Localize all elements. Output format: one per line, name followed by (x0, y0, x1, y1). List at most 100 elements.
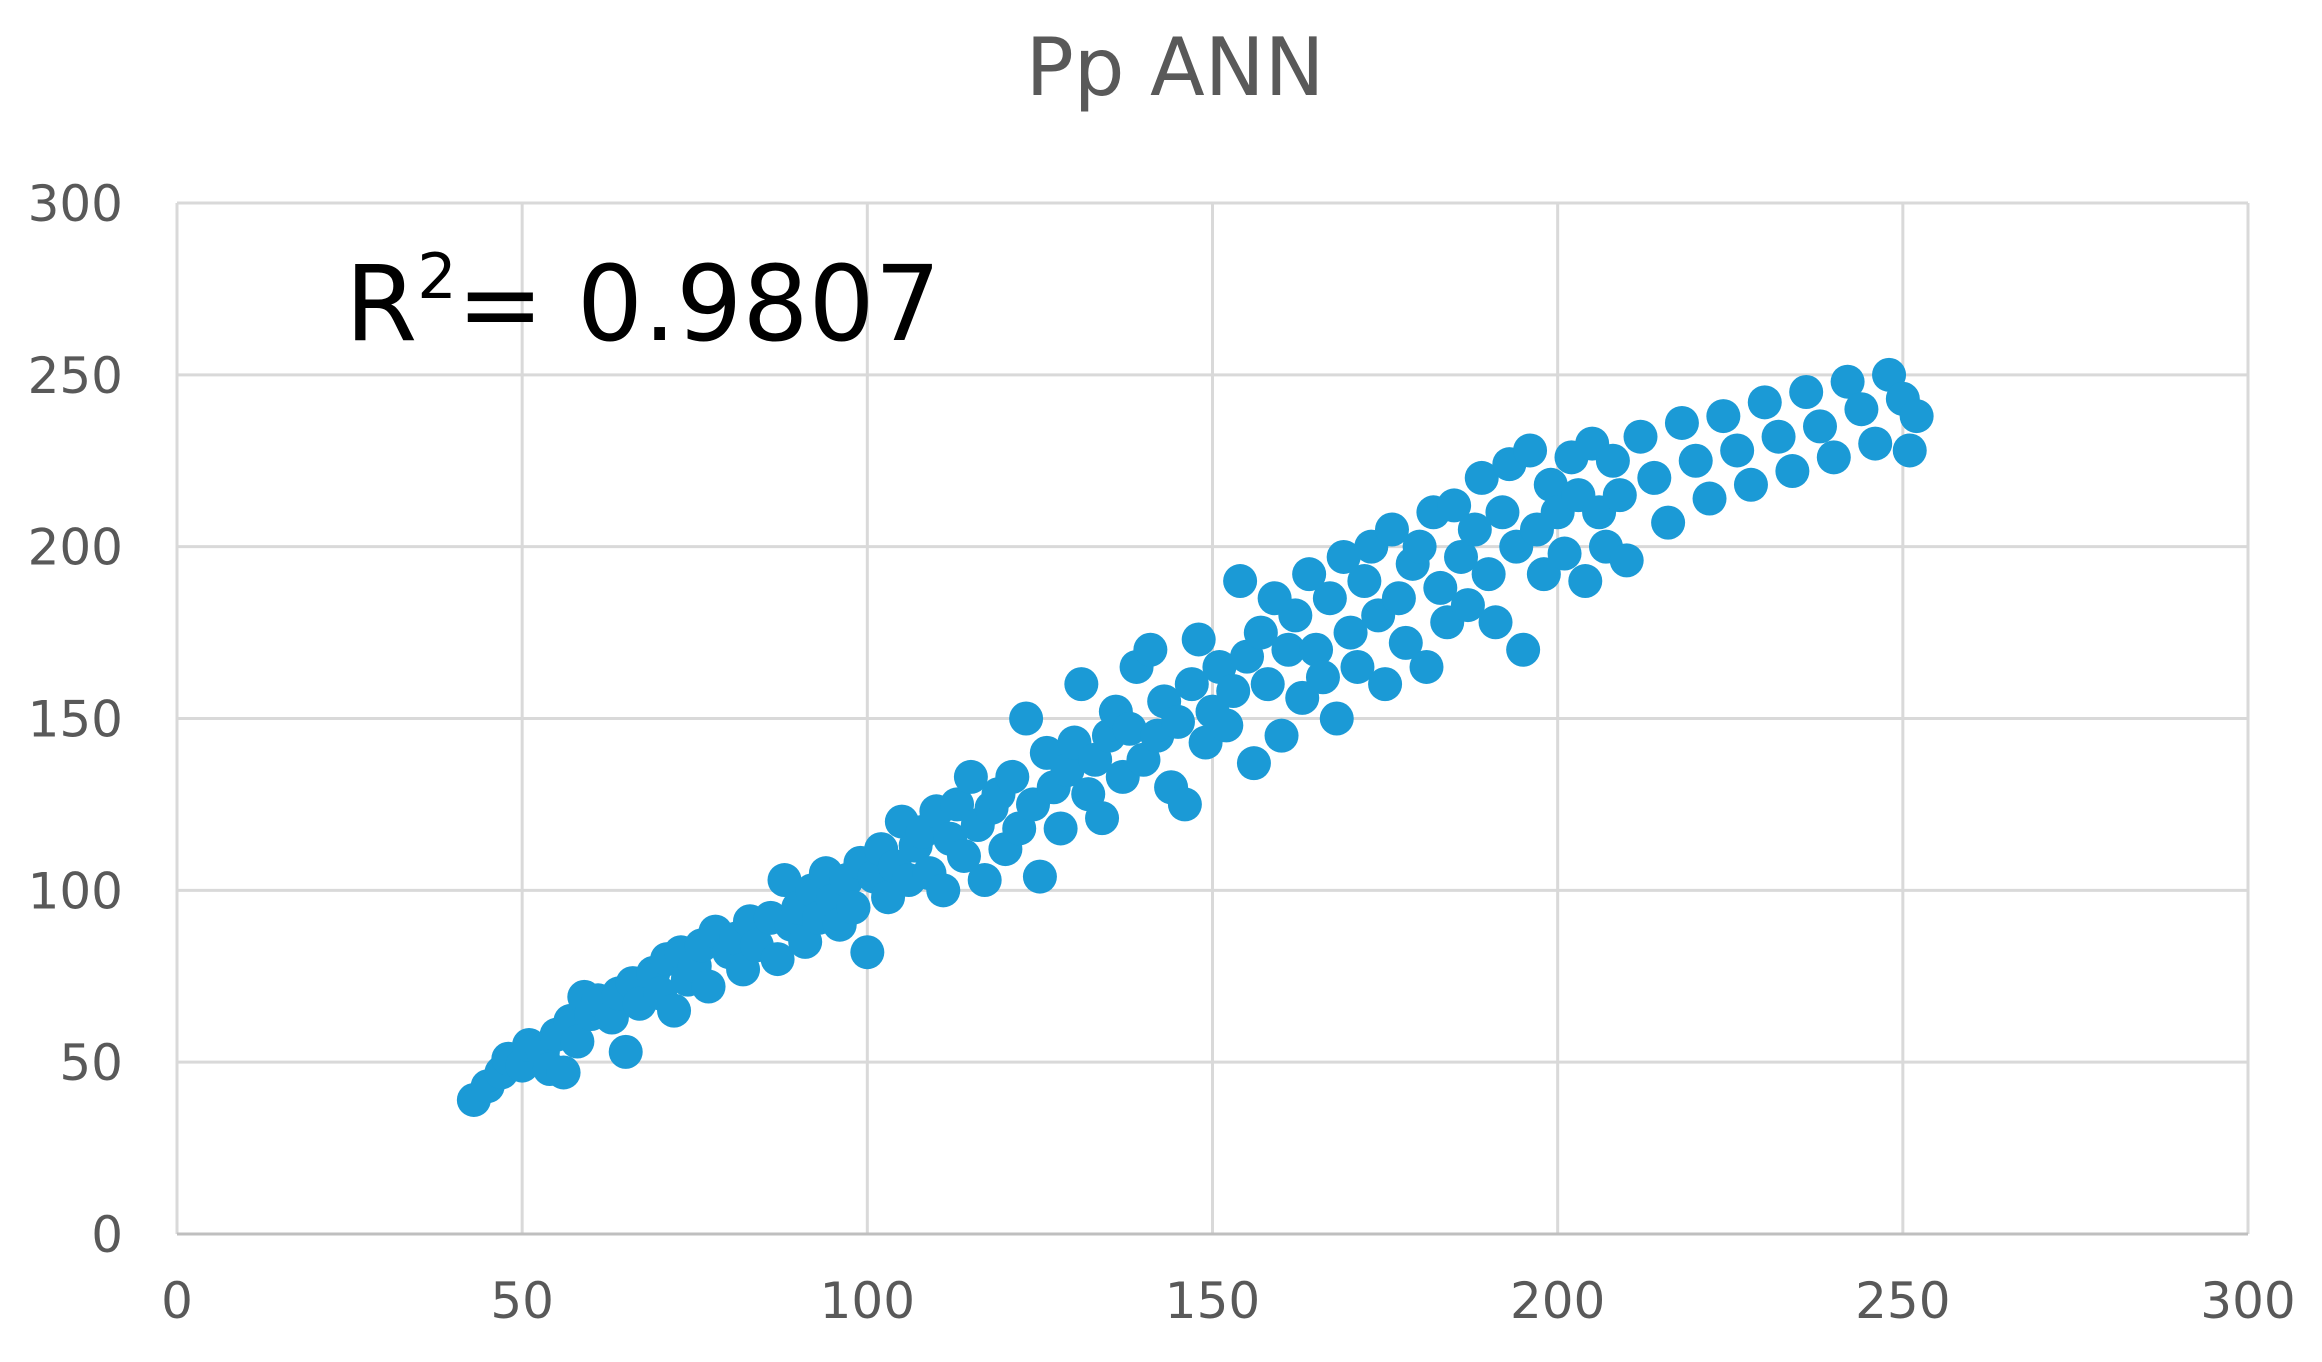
scatter-point (1050, 753, 1085, 788)
scatter-point (836, 890, 871, 925)
scatter-point (1209, 708, 1244, 743)
scatter-point (1830, 364, 1865, 399)
scatter-point (1064, 667, 1099, 702)
scatter-point (1816, 440, 1851, 475)
scatter-point (1664, 405, 1699, 440)
scatter-point (1720, 433, 1755, 468)
scatter-point (1692, 481, 1727, 516)
tick-labels: 0 50 100 150 200 250 300 0 50 100 150 200 250 300 (28, 175, 2296, 1330)
scatter-point (1444, 539, 1479, 574)
scatter-point (1043, 811, 1078, 846)
x-tick-label: 0 (161, 1272, 193, 1330)
scatter-point (1892, 433, 1927, 468)
scatter-point (1775, 454, 1810, 489)
y-tick-label: 250 (28, 347, 123, 405)
scatter-point (926, 873, 961, 908)
scatter-point (1133, 632, 1168, 667)
scatter-point (1409, 649, 1444, 684)
y-tick-label: 100 (28, 862, 123, 920)
scatter-point (1623, 419, 1658, 454)
scatter-point (1319, 701, 1354, 736)
scatter-point (1595, 443, 1630, 478)
scatter-point (1706, 399, 1741, 434)
x-tick-label: 250 (1855, 1272, 1950, 1330)
scatter-point (1478, 605, 1513, 640)
y-tick-label: 200 (28, 519, 123, 577)
y-tick-label: 150 (28, 691, 123, 749)
scatter-point (1112, 711, 1147, 746)
scatter-point (1085, 801, 1120, 836)
scatter-point (1789, 375, 1824, 410)
scatter-point (1167, 787, 1202, 822)
scatter-point (1464, 460, 1499, 495)
scatter-point (1347, 564, 1382, 599)
scatter-point (1368, 667, 1403, 702)
x-tick-label: 150 (1165, 1272, 1260, 1330)
y-tick-label: 300 (28, 175, 123, 233)
scatter-point (1858, 426, 1893, 461)
r-squared-prefix: R (345, 243, 417, 365)
scatter-point (946, 838, 981, 873)
scatter-point (1333, 615, 1368, 650)
scatter-point (1602, 478, 1637, 513)
scatter-point (560, 1024, 595, 1059)
scatter-point (546, 1055, 581, 1090)
scatter-point (1305, 660, 1340, 695)
scatter-point (1733, 467, 1768, 502)
scatter-point (767, 863, 802, 898)
y-tick-label: 50 (59, 1034, 123, 1092)
scatter-point (1485, 495, 1520, 530)
y-tick-label: 0 (91, 1206, 123, 1264)
scatter-point (953, 759, 988, 794)
scatter-point (1264, 718, 1299, 753)
scatter-point (1506, 632, 1541, 667)
scatter-point (1450, 588, 1485, 623)
scatter-point (1278, 598, 1313, 633)
scatter-point (1747, 385, 1782, 420)
scatter-point (1312, 581, 1347, 616)
scatter-point (1340, 649, 1375, 684)
scatter-point (1381, 581, 1416, 616)
scatter-point (1568, 564, 1603, 599)
scatter-point (1009, 701, 1044, 736)
scatter-point (1637, 460, 1672, 495)
scatter-point (1651, 505, 1686, 540)
scatter-point (657, 993, 692, 1028)
scatter-point (1236, 746, 1271, 781)
scatter-point (760, 942, 795, 977)
scatter-point (1437, 488, 1472, 523)
scatter-point (691, 969, 726, 1004)
scatter-point (1285, 680, 1320, 715)
r-squared-value: = 0.9807 (457, 243, 941, 365)
scatter-point (995, 759, 1030, 794)
scatter-point (1223, 564, 1258, 599)
scatter-point (1181, 622, 1216, 657)
scatter-point (1271, 632, 1306, 667)
scatter-point (1457, 512, 1492, 547)
scatter-point (1533, 467, 1568, 502)
scatter-points (456, 357, 1934, 1117)
x-tick-label: 200 (1510, 1272, 1605, 1330)
scatter-point (1423, 570, 1458, 605)
scatter-point (1160, 704, 1195, 739)
scatter-point (1402, 529, 1437, 564)
scatter-point (1471, 557, 1506, 592)
scatter-point (1678, 443, 1713, 478)
scatter-point (1388, 625, 1423, 660)
scatter-point (1844, 392, 1879, 427)
x-tick-label: 50 (490, 1272, 554, 1330)
r-squared-annotation: R2= 0.9807 (345, 240, 941, 365)
x-tick-label: 100 (820, 1272, 915, 1330)
chart-title: Pp ANN (1026, 21, 1325, 114)
scatter-point (1513, 433, 1548, 468)
scatter-point (1243, 615, 1278, 650)
scatter-point (1609, 543, 1644, 578)
x-tick-label: 300 (2200, 1272, 2295, 1330)
scatter-point (1292, 557, 1327, 592)
scatter-point (850, 935, 885, 970)
scatter-point (1299, 632, 1334, 667)
scatter-point (1761, 419, 1796, 454)
scatter-point (1374, 512, 1409, 547)
scatter-point (1250, 667, 1285, 702)
scatter-point (1022, 859, 1057, 894)
